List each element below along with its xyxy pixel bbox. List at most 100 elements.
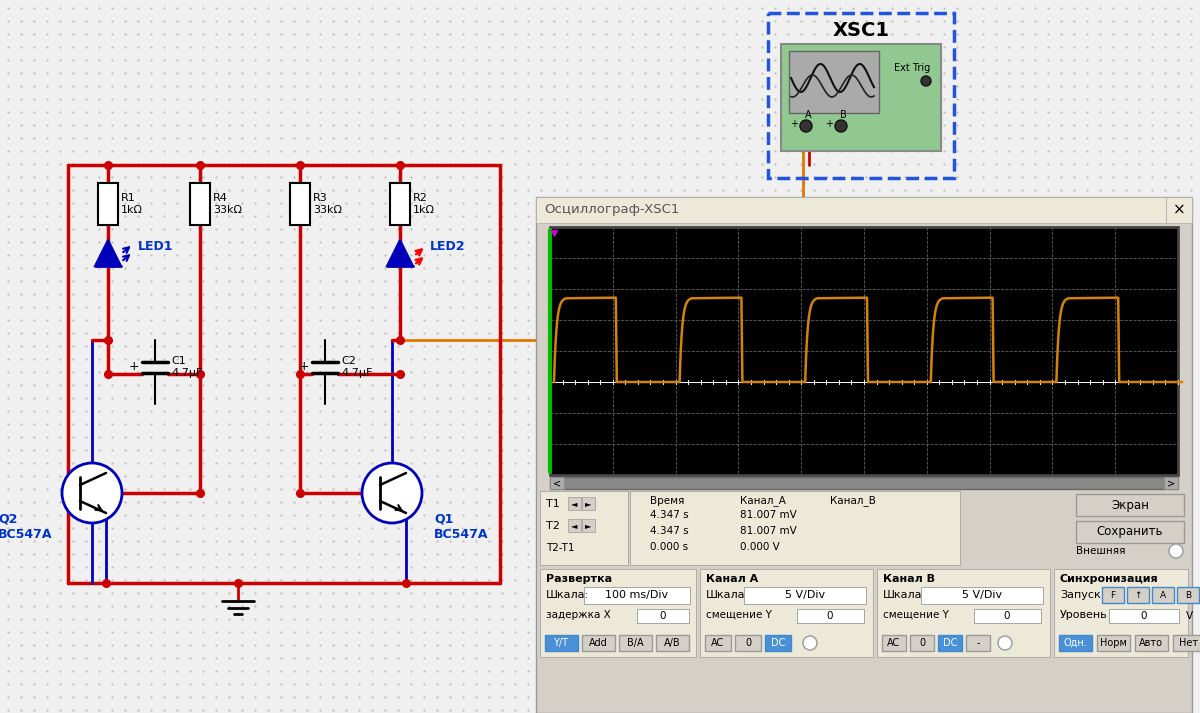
Text: +: + bbox=[790, 119, 798, 129]
Text: ×: × bbox=[1172, 202, 1186, 217]
Text: 0: 0 bbox=[1141, 611, 1147, 621]
Text: R1
1kΩ: R1 1kΩ bbox=[121, 193, 143, 215]
Bar bbox=[766, 635, 791, 651]
Bar bbox=[768, 13, 954, 178]
Text: Запуск: Запуск bbox=[1060, 590, 1100, 600]
Circle shape bbox=[62, 463, 122, 523]
Text: Осциллограф-XSC1: Осциллограф-XSC1 bbox=[544, 203, 679, 217]
Bar bbox=[966, 635, 990, 651]
Circle shape bbox=[998, 636, 1012, 650]
Text: Y/T: Y/T bbox=[553, 638, 569, 648]
Text: <: < bbox=[553, 478, 562, 488]
Text: +: + bbox=[826, 119, 833, 129]
Text: ↑: ↑ bbox=[1134, 590, 1141, 600]
Text: Q2
BC547A: Q2 BC547A bbox=[0, 513, 53, 541]
Text: Ext Trig: Ext Trig bbox=[894, 63, 930, 73]
Bar bbox=[582, 635, 616, 651]
Text: Q1
BC547A: Q1 BC547A bbox=[434, 513, 488, 541]
Text: 4.347 s: 4.347 s bbox=[650, 510, 689, 520]
Text: Время: Время bbox=[650, 496, 684, 506]
Text: задержка X: задержка X bbox=[546, 610, 611, 620]
Bar bbox=[290, 183, 310, 225]
Text: Синхронизация: Синхронизация bbox=[1060, 574, 1159, 584]
Text: ◄: ◄ bbox=[571, 500, 577, 508]
Text: -: - bbox=[977, 638, 979, 648]
Bar bbox=[98, 183, 118, 225]
Text: T1: T1 bbox=[546, 499, 559, 509]
Text: 100 ms/Div: 100 ms/Div bbox=[606, 590, 668, 600]
Bar bbox=[637, 609, 689, 623]
Text: +: + bbox=[128, 359, 139, 372]
Text: Канал_B: Канал_B bbox=[830, 496, 876, 506]
Text: LED2: LED2 bbox=[430, 240, 466, 252]
Bar bbox=[568, 497, 581, 510]
Bar bbox=[582, 497, 595, 510]
Text: C2
4.7μF: C2 4.7μF bbox=[341, 356, 372, 378]
Text: Авто: Авто bbox=[1139, 638, 1163, 648]
Text: A: A bbox=[805, 110, 811, 120]
Text: R2
1kΩ: R2 1kΩ bbox=[413, 193, 436, 215]
Bar bbox=[536, 197, 1166, 223]
Text: ►: ► bbox=[584, 521, 592, 530]
Text: 81.007 mV: 81.007 mV bbox=[740, 526, 797, 536]
Bar bbox=[1097, 635, 1130, 651]
Text: A: A bbox=[1160, 590, 1166, 600]
Bar bbox=[1152, 587, 1174, 603]
Bar bbox=[550, 477, 564, 489]
Text: Шкала:: Шкала: bbox=[546, 590, 589, 600]
Circle shape bbox=[835, 120, 847, 132]
Text: 0: 0 bbox=[827, 611, 833, 621]
Bar bbox=[910, 635, 934, 651]
Text: 5 V/Div: 5 V/Div bbox=[785, 590, 826, 600]
Bar bbox=[568, 519, 581, 532]
Text: Одн.: Одн. bbox=[1063, 638, 1087, 648]
Text: Канал A: Канал A bbox=[706, 574, 758, 584]
Text: XSC1: XSC1 bbox=[833, 21, 889, 41]
Circle shape bbox=[800, 120, 812, 132]
Bar bbox=[190, 183, 210, 225]
Bar bbox=[1174, 635, 1200, 651]
Bar bbox=[1177, 587, 1199, 603]
Bar bbox=[706, 635, 731, 651]
Text: 0.000 V: 0.000 V bbox=[740, 542, 780, 552]
Text: Канал B: Канал B bbox=[883, 574, 935, 584]
Text: C1
4.7μF: C1 4.7μF bbox=[172, 356, 203, 378]
Text: 4.347 s: 4.347 s bbox=[650, 526, 689, 536]
Bar bbox=[744, 587, 866, 604]
Bar bbox=[700, 569, 874, 657]
Bar bbox=[584, 587, 690, 604]
Bar bbox=[877, 569, 1050, 657]
Text: F: F bbox=[1110, 590, 1116, 600]
Text: 5 V/Div: 5 V/Div bbox=[962, 590, 1002, 600]
Text: 0: 0 bbox=[660, 611, 666, 621]
Text: Экран: Экран bbox=[1111, 498, 1148, 511]
Text: DC: DC bbox=[770, 638, 785, 648]
Text: Норм: Норм bbox=[1099, 638, 1127, 648]
Bar bbox=[1135, 635, 1168, 651]
Text: +: + bbox=[299, 359, 310, 372]
Bar bbox=[1164, 477, 1178, 489]
Bar bbox=[734, 635, 761, 651]
Bar bbox=[781, 44, 941, 151]
Bar bbox=[540, 491, 628, 565]
Bar bbox=[1109, 609, 1178, 623]
Bar bbox=[1076, 494, 1184, 516]
Circle shape bbox=[362, 463, 422, 523]
Bar bbox=[1076, 521, 1184, 543]
Bar bbox=[922, 587, 1043, 604]
Bar bbox=[582, 519, 595, 532]
Bar bbox=[390, 183, 410, 225]
Text: Развертка: Развертка bbox=[546, 574, 612, 584]
Text: Шкала: Шкала bbox=[706, 590, 745, 600]
Text: B/A: B/A bbox=[626, 638, 643, 648]
Bar bbox=[797, 609, 864, 623]
Text: T2-T1: T2-T1 bbox=[546, 543, 575, 553]
Text: Шкала: Шкала bbox=[883, 590, 923, 600]
Bar bbox=[540, 569, 696, 657]
Polygon shape bbox=[386, 240, 413, 266]
Text: T2: T2 bbox=[546, 521, 560, 531]
Text: LED1: LED1 bbox=[138, 240, 174, 252]
Bar bbox=[1166, 197, 1192, 223]
Text: смещение Y: смещение Y bbox=[706, 610, 772, 620]
Circle shape bbox=[1169, 544, 1183, 558]
